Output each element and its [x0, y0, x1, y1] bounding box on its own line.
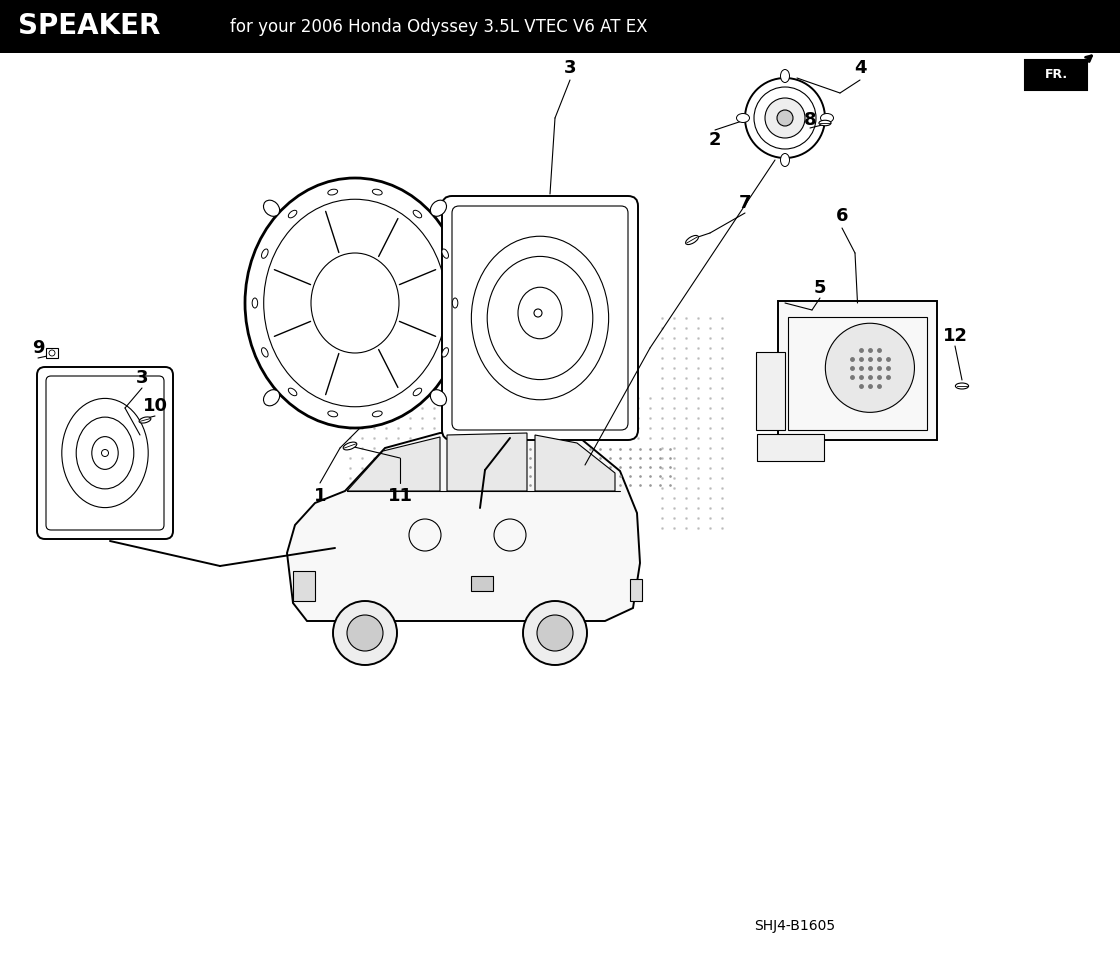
Bar	[46, 348, 58, 357]
Text: 7: 7	[739, 194, 752, 212]
Text: SHJ4-B1605: SHJ4-B1605	[755, 919, 836, 933]
Ellipse shape	[328, 411, 337, 417]
Ellipse shape	[442, 249, 448, 259]
Text: 6: 6	[836, 207, 848, 225]
Polygon shape	[347, 437, 440, 491]
Text: 10: 10	[142, 397, 168, 415]
Bar	[293, 571, 315, 601]
Ellipse shape	[263, 200, 280, 217]
Ellipse shape	[263, 390, 280, 406]
Ellipse shape	[685, 236, 699, 244]
Polygon shape	[287, 431, 640, 621]
FancyBboxPatch shape	[452, 206, 628, 430]
Ellipse shape	[781, 153, 790, 167]
Text: 1: 1	[314, 487, 326, 505]
Circle shape	[745, 78, 825, 158]
Circle shape	[777, 110, 793, 126]
Bar	[472, 576, 493, 591]
Ellipse shape	[955, 383, 969, 389]
FancyBboxPatch shape	[442, 196, 638, 440]
Text: 8: 8	[804, 111, 816, 129]
Ellipse shape	[245, 178, 465, 428]
Text: 9: 9	[31, 339, 45, 357]
Text: SPEAKER: SPEAKER	[18, 12, 160, 40]
Bar	[1025, 60, 1088, 90]
Circle shape	[333, 601, 396, 665]
Ellipse shape	[781, 70, 790, 82]
Ellipse shape	[261, 249, 268, 259]
Ellipse shape	[430, 390, 447, 406]
Polygon shape	[447, 433, 528, 491]
Circle shape	[765, 98, 805, 138]
Bar	[0, 0, 1120, 53]
Text: for your 2006 Honda Odyssey 3.5L VTEC V6 AT EX: for your 2006 Honda Odyssey 3.5L VTEC V6…	[230, 17, 647, 35]
Ellipse shape	[452, 298, 458, 308]
Circle shape	[523, 601, 587, 665]
Text: FR.: FR.	[1045, 69, 1067, 81]
Ellipse shape	[288, 388, 297, 396]
Ellipse shape	[343, 442, 357, 450]
Ellipse shape	[430, 200, 447, 217]
Ellipse shape	[372, 411, 382, 417]
Ellipse shape	[372, 189, 382, 195]
FancyBboxPatch shape	[756, 352, 785, 430]
Text: 3: 3	[563, 59, 577, 77]
Text: 12: 12	[943, 327, 968, 345]
Polygon shape	[535, 435, 615, 491]
Circle shape	[102, 449, 109, 457]
Ellipse shape	[252, 298, 258, 308]
Ellipse shape	[821, 113, 833, 123]
Circle shape	[534, 309, 542, 317]
Text: 4: 4	[853, 59, 866, 77]
Ellipse shape	[413, 388, 421, 396]
FancyBboxPatch shape	[37, 367, 172, 539]
Text: 5: 5	[814, 279, 827, 297]
Text: 2: 2	[709, 131, 721, 149]
Bar	[631, 579, 642, 601]
Ellipse shape	[328, 189, 337, 195]
Circle shape	[825, 323, 914, 412]
Ellipse shape	[288, 210, 297, 217]
Ellipse shape	[737, 113, 749, 123]
FancyBboxPatch shape	[46, 376, 164, 530]
Circle shape	[347, 615, 383, 651]
Ellipse shape	[442, 348, 448, 357]
Text: 3: 3	[136, 369, 148, 387]
FancyBboxPatch shape	[757, 434, 824, 461]
Text: 11: 11	[388, 487, 412, 505]
Ellipse shape	[261, 348, 268, 357]
Ellipse shape	[413, 210, 421, 217]
Ellipse shape	[819, 121, 831, 125]
Ellipse shape	[139, 417, 151, 423]
Circle shape	[536, 615, 573, 651]
FancyBboxPatch shape	[778, 301, 937, 440]
